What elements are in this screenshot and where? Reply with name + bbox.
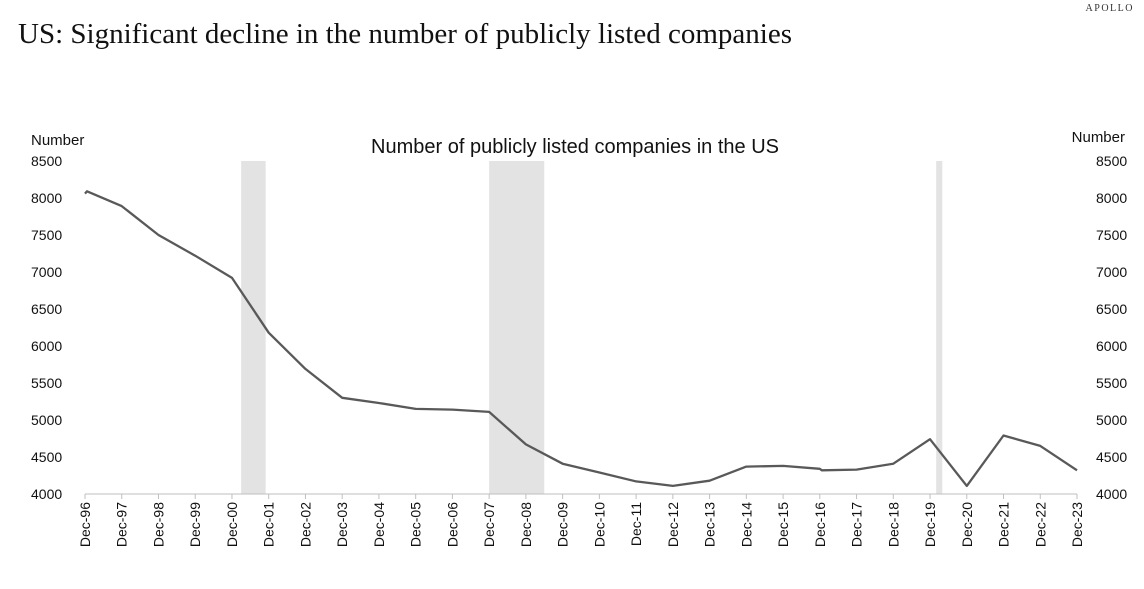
- x-tick-label: Dec-10: [591, 502, 607, 547]
- y-tick-label-left: 4500: [31, 449, 62, 465]
- x-tick-label: Dec-22: [1032, 502, 1048, 547]
- x-axis-ticks: [84, 494, 1078, 499]
- y-tick-label-right: 7000: [1096, 264, 1127, 280]
- x-tick-label: Dec-05: [408, 502, 424, 547]
- y-tick-label-right: 6500: [1096, 301, 1127, 317]
- y-tick-label-left: 6500: [31, 301, 62, 317]
- y-axis-left-unit: Number: [31, 132, 84, 149]
- x-tick-label: Dec-15: [775, 502, 791, 547]
- x-tick-label: Dec-03: [334, 502, 350, 547]
- y-tick-label-left: 5500: [31, 375, 62, 391]
- x-tick-label: Dec-13: [702, 502, 718, 547]
- y-tick-label-right: 5000: [1096, 412, 1127, 428]
- x-tick-label: Dec-97: [114, 502, 130, 547]
- y-axis-right-labels: 4000 4500 5000 5500 6000 6500 7000 7500 8000 8500: [1096, 153, 1127, 502]
- page-title: US: Significant decline in the number of…: [18, 18, 792, 50]
- x-axis-labels: Dec-96 Dec-97 Dec-98 Dec-99 Dec-00 Dec-01 Dec-…: [77, 502, 1085, 547]
- x-tick-label: Dec-11: [628, 502, 644, 546]
- series-line: [84, 190, 1078, 488]
- x-tick-label: Dec-23: [1069, 502, 1085, 547]
- x-tick-label: Dec-18: [885, 502, 901, 547]
- chart-title: Number of publicly listed companies in t…: [371, 136, 779, 158]
- y-axis-left-labels: 4000 4500 5000 5500 6000 6500 7000 7500 8000 8500: [31, 153, 62, 502]
- x-tick-label: Dec-99: [187, 502, 203, 547]
- y-tick-label-right: 8500: [1096, 153, 1127, 169]
- x-tick-label: Dec-19: [922, 502, 938, 547]
- y-tick-label-left: 4000: [31, 486, 62, 502]
- y-tick-label-left: 7000: [31, 264, 62, 280]
- y-axis-right-unit: Number: [1072, 129, 1125, 146]
- y-tick-label-right: 6000: [1096, 338, 1127, 354]
- y-tick-label-right: 8000: [1096, 190, 1127, 206]
- x-tick-label: Dec-20: [959, 502, 975, 547]
- x-tick-label: Dec-14: [738, 502, 754, 547]
- x-tick-label: Dec-17: [849, 502, 865, 547]
- x-tick-label: Dec-04: [371, 502, 387, 547]
- x-tick-label: Dec-02: [297, 502, 313, 547]
- y-tick-label-left: 7500: [31, 227, 62, 243]
- x-tick-label: Dec-96: [77, 502, 93, 547]
- brand-logo: APOLLO: [1085, 3, 1134, 14]
- y-tick-label-right: 4000: [1096, 486, 1127, 502]
- y-tick-label-right: 4500: [1096, 449, 1127, 465]
- x-tick-label: Dec-21: [996, 502, 1012, 547]
- y-tick-label-left: 8000: [31, 190, 62, 206]
- x-tick-label: Dec-07: [481, 502, 497, 547]
- y-tick-label-right: 5500: [1096, 375, 1127, 391]
- recession-band-1: [241, 161, 266, 494]
- y-tick-label-left: 6000: [31, 338, 62, 354]
- y-tick-label-right: 7500: [1096, 227, 1127, 243]
- y-tick-label-left: 5000: [31, 412, 62, 428]
- x-tick-label: Dec-12: [665, 502, 681, 547]
- recession-shading: [241, 161, 943, 494]
- x-tick-label: Dec-08: [518, 502, 534, 547]
- x-tick-label: Dec-01: [261, 502, 277, 547]
- x-tick-label: Dec-00: [224, 502, 240, 547]
- x-tick-label: Dec-09: [555, 502, 571, 547]
- y-tick-label-left: 8500: [31, 153, 62, 169]
- x-tick-label: Dec-06: [444, 502, 460, 547]
- x-tick-label: Dec-98: [150, 502, 166, 547]
- recession-band-2: [489, 161, 545, 494]
- recession-band-3: [936, 161, 943, 494]
- x-tick-label: Dec-16: [812, 502, 828, 547]
